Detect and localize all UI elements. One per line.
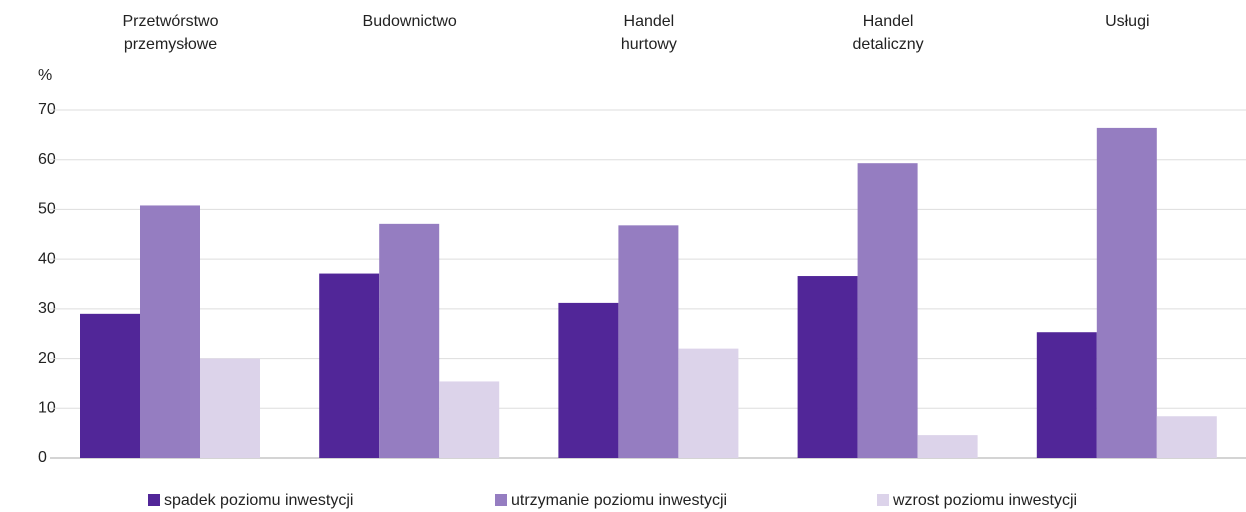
- bar: [200, 358, 260, 458]
- bar: [140, 205, 200, 458]
- y-tick-label: 0: [38, 449, 47, 466]
- legend-label: spadek poziomu inwestycji: [164, 492, 353, 509]
- legend-swatch: [148, 494, 160, 506]
- y-tick-label: 10: [38, 400, 56, 417]
- bar: [857, 163, 918, 459]
- legend-label: wzrost poziomu inwestycji: [892, 492, 1077, 509]
- bar: [558, 302, 619, 458]
- y-tick-label: 30: [38, 300, 56, 317]
- bar: [1096, 127, 1157, 458]
- y-tick-label: 70: [38, 101, 56, 118]
- legend-swatch: [877, 494, 889, 506]
- bar: [439, 381, 500, 458]
- bar: [379, 223, 440, 458]
- bar: [1156, 416, 1217, 458]
- bar: [797, 276, 858, 458]
- bar: [618, 225, 679, 458]
- legend-label: utrzymanie poziomu inwestycji: [511, 492, 727, 509]
- y-tick-label: 40: [38, 250, 56, 267]
- y-axis-label: %: [38, 67, 52, 84]
- legend-swatch: [495, 494, 507, 506]
- bar: [917, 435, 978, 458]
- y-tick-label: 50: [38, 201, 56, 218]
- y-tick-label: 60: [38, 151, 56, 168]
- category-label: Przetwórstwo przemysłowe: [122, 13, 219, 53]
- category-label: Usługi: [1105, 13, 1150, 30]
- bar: [319, 273, 380, 458]
- category-label: Budownictwo: [362, 13, 457, 30]
- bar: [1036, 332, 1097, 458]
- bar: [678, 348, 739, 458]
- category-label: Handel detaliczny: [852, 13, 924, 53]
- category-label: Handel hurtowy: [620, 13, 677, 53]
- bar: [80, 313, 140, 458]
- y-tick-label: 20: [38, 350, 56, 367]
